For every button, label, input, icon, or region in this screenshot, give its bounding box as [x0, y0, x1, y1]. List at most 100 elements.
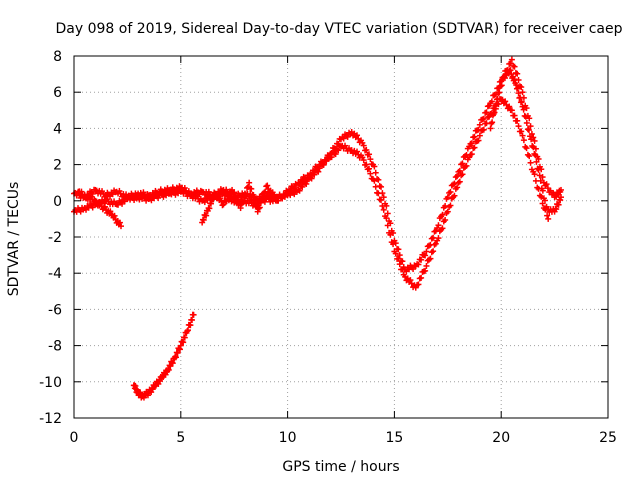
data-point [117, 223, 124, 230]
data-point [520, 106, 527, 113]
data-point [514, 117, 521, 124]
data-point [483, 109, 490, 116]
data-point [487, 125, 494, 132]
data-point [207, 200, 214, 207]
data-point [111, 212, 118, 219]
data-point [527, 123, 534, 130]
data-point [256, 204, 263, 211]
data-point [557, 197, 564, 204]
data-point [233, 198, 240, 205]
data-point [439, 225, 446, 232]
y-tick-label: -8 [48, 339, 62, 355]
x-tick-label: 25 [599, 430, 617, 446]
y-tick-label: -2 [48, 230, 62, 246]
data-point [363, 146, 370, 153]
data-point [232, 193, 239, 200]
data-point [493, 101, 500, 108]
data-point [168, 359, 175, 366]
data-point [511, 112, 518, 119]
data-point [525, 127, 532, 134]
data-point [231, 189, 238, 196]
data-point [396, 261, 403, 268]
y-tick-label: 0 [53, 194, 62, 210]
data-point [442, 216, 449, 223]
data-point [177, 342, 184, 349]
data-point [184, 328, 191, 335]
data-point [511, 63, 518, 70]
data-point [200, 216, 207, 223]
y-tick-label: 8 [53, 49, 62, 65]
data-point [553, 206, 560, 213]
data-point [539, 187, 546, 194]
data-point [523, 145, 530, 152]
data-point [176, 346, 183, 353]
data-point [480, 126, 487, 133]
data-point [390, 241, 397, 248]
data-point [210, 196, 217, 203]
data-point [558, 186, 565, 193]
data-point [262, 188, 269, 195]
data-point [375, 190, 382, 197]
data-point [511, 76, 518, 83]
data-point [515, 123, 522, 130]
data-point [372, 183, 379, 190]
data-point [407, 277, 414, 284]
data-point [491, 109, 498, 116]
y-axis-label: SDTVAR / TECUs [6, 182, 22, 297]
data-point [360, 157, 367, 164]
data-point [250, 192, 257, 199]
data-point [363, 161, 370, 168]
data-point [488, 98, 495, 105]
data-point [251, 197, 258, 204]
data-point [459, 160, 466, 167]
data-point [332, 151, 339, 158]
data-point [162, 371, 169, 378]
data-point [328, 154, 335, 161]
data-point [508, 107, 515, 114]
data-point [519, 89, 526, 96]
data-point [523, 119, 530, 126]
data-point [456, 178, 463, 185]
x-axis-label: GPS time / hours [282, 459, 399, 475]
data-point [396, 252, 403, 259]
series-trace-main-lower [71, 96, 565, 291]
data-point [223, 198, 230, 205]
data-point [279, 195, 286, 202]
data-point [415, 281, 422, 288]
data-point [269, 189, 276, 196]
data-point [261, 189, 268, 196]
data-point [371, 177, 378, 184]
data-point [513, 81, 520, 88]
data-point [242, 191, 249, 198]
data-point [430, 234, 437, 241]
data-point [378, 183, 385, 190]
data-point [423, 248, 430, 255]
data-point [558, 194, 565, 201]
data-point [518, 84, 525, 91]
data-point [174, 350, 181, 357]
data-point [181, 334, 188, 341]
data-point [427, 255, 434, 262]
data-point [387, 231, 394, 238]
data-point [544, 212, 551, 219]
data-point [541, 197, 548, 204]
x-tick-label: 5 [176, 430, 185, 446]
data-point [291, 185, 298, 192]
data-point [189, 316, 196, 323]
data-point [521, 112, 528, 119]
y-tick-label: 2 [53, 158, 62, 174]
data-point [528, 136, 535, 143]
data-point [543, 181, 550, 188]
data-point [264, 182, 271, 189]
data-point [219, 202, 226, 209]
data-point [180, 339, 187, 346]
data-point [395, 255, 402, 262]
data-point [354, 148, 361, 155]
data-point [296, 187, 303, 194]
data-point [248, 185, 255, 192]
data-point [255, 205, 262, 212]
x-tick-label: 15 [385, 430, 403, 446]
data-point [515, 90, 522, 97]
data-point [399, 266, 406, 273]
data-point [92, 197, 99, 204]
